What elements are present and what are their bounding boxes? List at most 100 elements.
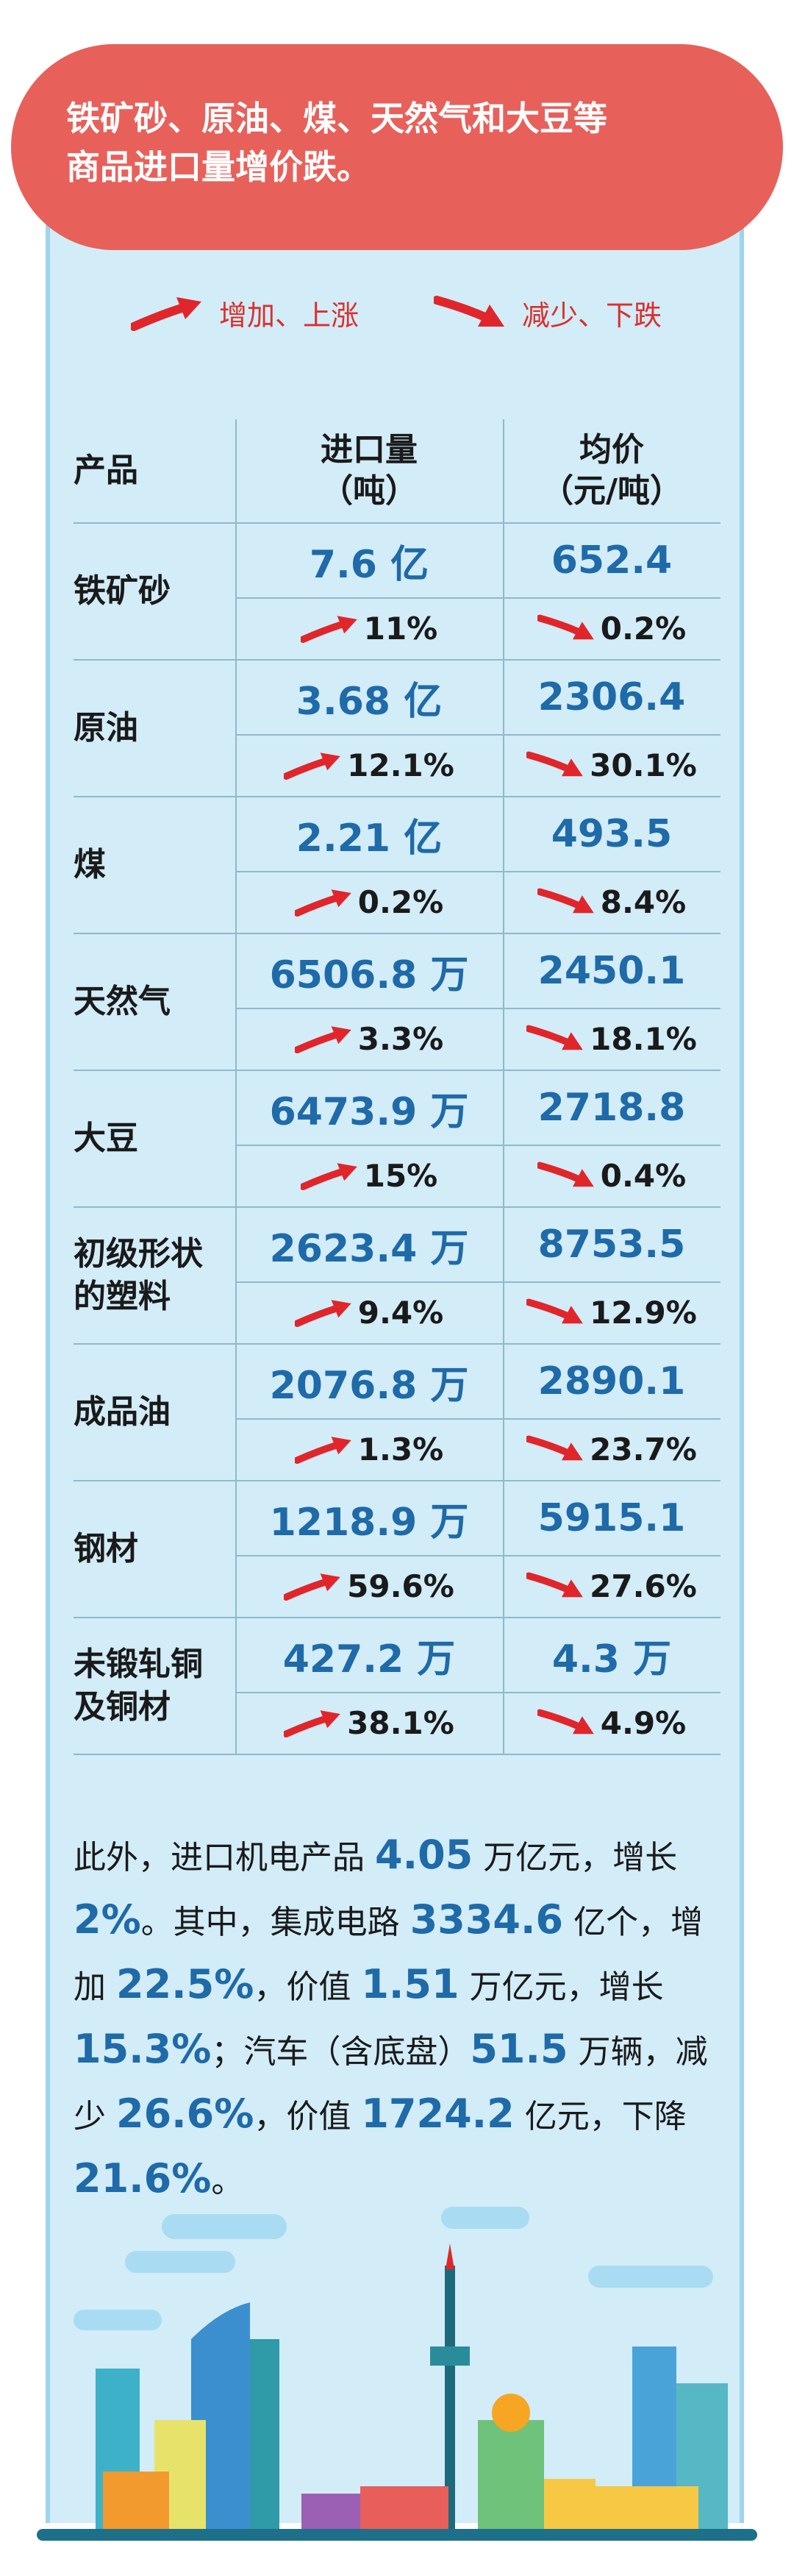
import-volume: 2623.4 万 [269,1226,469,1271]
import-volume: 7.6 亿 [309,542,429,587]
price-change: 0.4% [503,1145,720,1206]
product-name-line1: 未锻轧铜 [74,1645,203,1683]
product-name: 原油 [74,661,235,796]
arrow-up-icon [131,297,201,331]
table-row: 初级形状 的塑料 2623.4 万 8753.5 9.4% 12.9% [74,1208,720,1345]
product-name-line1: 钢材 [74,1530,138,1568]
volume-change-value: 0.2% [357,883,444,920]
arrow-up-icon [300,1163,357,1190]
para-text: ，价值 [254,1968,362,2006]
para-text: 亿个，增加 [74,1904,704,2006]
para-text: 万亿元，增长 [459,1968,664,2006]
price-change: 23.7% [503,1418,720,1480]
column-divider [235,419,237,1755]
product-name-line1: 原油 [74,709,138,747]
product-name-line1: 天然气 [74,983,171,1020]
price-change: 4.9% [503,1692,720,1754]
product-name: 初级形状 的塑料 [74,1208,235,1343]
price-change: 0.2% [503,597,720,659]
product-name: 大豆 [74,1071,235,1206]
price-change-value: 27.6% [590,1568,697,1604]
price-change-value: 30.1% [590,747,697,783]
volume-change: 38.1% [235,1692,503,1754]
volume-change-value: 38.1% [347,1704,454,1741]
header-volume-line1: 进口量 [321,431,418,469]
table-row: 原油 3.68 亿 2306.4 12.1% 30.1% [74,661,720,797]
arrow-up-icon [294,1437,351,1464]
arrow-up-icon [300,616,357,643]
header-price-line2: （元/吨） [540,472,683,510]
para-value: 2% [74,1896,141,1943]
volume-change: 15% [235,1145,503,1206]
legend-up-label: 增加、上涨 [219,299,360,332]
arrow-down-icon [526,1025,583,1050]
banner-title: 铁矿砂、原油、煤、天然气和大豆等 商品进口量增价跌。 [66,94,728,191]
volume-change: 11% [235,597,503,659]
product-name: 煤 [74,797,235,933]
average-price: 2890.1 [537,1359,686,1403]
volume-change: 3.3% [235,1008,503,1070]
arrow-down-icon [526,1435,583,1461]
content-panel [46,140,744,2523]
header-product: 产品 [74,452,138,489]
product-name: 未锻轧铜 及铜材 [74,1618,235,1754]
para-text: ；汽车（含底盘） [211,2033,471,2071]
volume-change-value: 15% [363,1157,438,1194]
product-name-line1: 铁矿砂 [74,572,171,610]
arrow-down-icon [537,1161,594,1187]
price-change: 8.4% [503,871,720,933]
table-row: 铁矿砂 7.6 亿 652.4 11% 0.2% [74,524,720,661]
banner-line-2: 商品进口量增价跌。 [66,147,371,187]
header-price: 均价 （元/吨） [503,419,720,522]
price-change: 12.9% [503,1281,720,1343]
summary-paragraph: 此外，进口机电产品 4.05 万亿元，增长 2%。其中，集成电路 3334.6 … [74,1824,720,2213]
volume-change-value: 12.1% [347,747,454,783]
banner-line-1: 铁矿砂、原油、煤、天然气和大豆等 [66,99,607,138]
header-volume-line2: （吨） [321,472,418,510]
arrow-up-icon [294,889,351,917]
price-change-value: 0.2% [600,610,687,647]
price-change-value: 8.4% [600,883,687,920]
city-skyline-illustration [37,2207,757,2541]
average-price: 8753.5 [537,1223,686,1267]
para-value: 22.5% [116,1961,254,2007]
import-volume: 6473.9 万 [269,1089,469,1134]
product-name-line2: 及铜材 [74,1688,171,1726]
arrow-down-icon [526,751,583,777]
para-text: 此外，进口机电产品 [74,1839,375,1876]
arrow-down-icon [526,1572,583,1598]
import-volume: 6506.8 万 [269,953,469,997]
product-name: 钢材 [74,1481,235,1617]
para-value: 21.6% [74,2155,212,2202]
arrow-down-icon [434,296,504,327]
product-name-line1: 成品油 [74,1393,171,1431]
para-value: 4.05 [375,1832,473,1878]
import-volume: 1218.9 万 [269,1500,469,1545]
volume-change-value: 11% [363,610,438,647]
para-text: 。其中，集成电路 [140,1904,410,1941]
table-row: 未锻轧铜 及铜材 427.2 万 4.3 万 38.1% 4.9% [74,1618,720,1755]
arrow-up-icon [284,1710,340,1737]
import-volume: 3.68 亿 [296,679,443,724]
table-row: 煤 2.21 亿 493.5 0.2% 8.4% [74,797,720,934]
volume-change: 1.3% [235,1418,503,1480]
average-price: 2450.1 [537,949,686,993]
volume-change-value: 9.4% [357,1294,444,1331]
table-row: 钢材 1218.9 万 5915.1 59.6% 27.6% [74,1481,720,1618]
arrow-down-icon [537,888,594,914]
legend-up: 增加、上涨 [131,287,359,338]
volume-change: 0.2% [235,871,503,933]
product-name-line1: 煤 [74,846,106,883]
price-change: 27.6% [503,1555,720,1617]
product-name: 成品油 [74,1345,235,1480]
arrow-down-icon [537,614,594,640]
para-value: 1724.2 [361,2091,515,2137]
arrow-up-icon [294,1026,351,1053]
table-row: 天然气 6506.8 万 2450.1 3.3% 18.1% [74,934,720,1071]
product-name-line1: 大豆 [74,1120,138,1157]
header-volume: 进口量 （吨） [235,419,503,522]
average-price: 5915.1 [537,1496,686,1540]
legend-down-label: 减少、下跌 [522,299,662,332]
volume-change-value: 59.6% [347,1568,454,1604]
legend-down: 减少、下跌 [434,287,662,338]
